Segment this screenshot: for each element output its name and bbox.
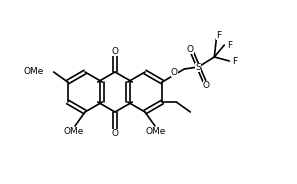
Text: O: O: [111, 128, 119, 137]
Text: O: O: [111, 47, 119, 56]
Text: OMe: OMe: [64, 127, 84, 135]
Text: O: O: [203, 81, 210, 89]
Text: F: F: [232, 56, 237, 66]
Text: O: O: [171, 68, 178, 77]
Text: O: O: [187, 45, 194, 54]
Text: F: F: [227, 40, 232, 49]
Text: OMe: OMe: [146, 127, 166, 135]
Text: F: F: [216, 31, 221, 40]
Text: S: S: [195, 63, 201, 72]
Text: OMe: OMe: [23, 68, 44, 77]
